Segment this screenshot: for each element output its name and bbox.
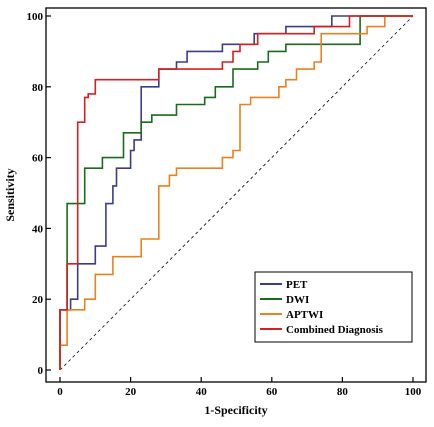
plot-area <box>59 15 414 371</box>
series-line-pet <box>59 15 413 370</box>
reference-diagonal-line <box>59 15 414 371</box>
series-line-dwi <box>59 15 413 370</box>
axes: 0 20 40 60 80 100 0 20 40 60 80 100 <box>27 7 427 398</box>
x-tick-label: 60 <box>266 386 278 398</box>
x-tick-label: 80 <box>337 386 349 398</box>
series-line-aptwi <box>59 15 413 370</box>
legend-label: Combined Diagnosis <box>286 324 384 336</box>
legend: PET DWI APTWI Combined Diagnosis <box>254 271 413 343</box>
legend-label: PET <box>286 279 308 291</box>
x-tick-label: 0 <box>57 386 63 398</box>
y-tick-label: 100 <box>27 11 44 23</box>
y-tick-label: 20 <box>32 294 44 306</box>
y-tick-label: 60 <box>32 153 44 165</box>
y-axis-title: Sensitivity <box>3 168 17 221</box>
legend-label: DWI <box>286 294 309 306</box>
x-axis-title: 1-Specificity <box>204 403 267 417</box>
y-tick-label: 80 <box>32 82 44 94</box>
y-tick-label: 40 <box>32 223 44 235</box>
plot-frame <box>45 7 427 383</box>
y-tick-label: 0 <box>38 365 44 377</box>
legend-label: APTWI <box>286 309 323 321</box>
x-tick-label: 40 <box>196 386 208 398</box>
x-tick-label: 100 <box>405 386 422 398</box>
x-tick-label: 20 <box>125 386 137 398</box>
series-line-combined-diagnosis <box>59 15 413 370</box>
